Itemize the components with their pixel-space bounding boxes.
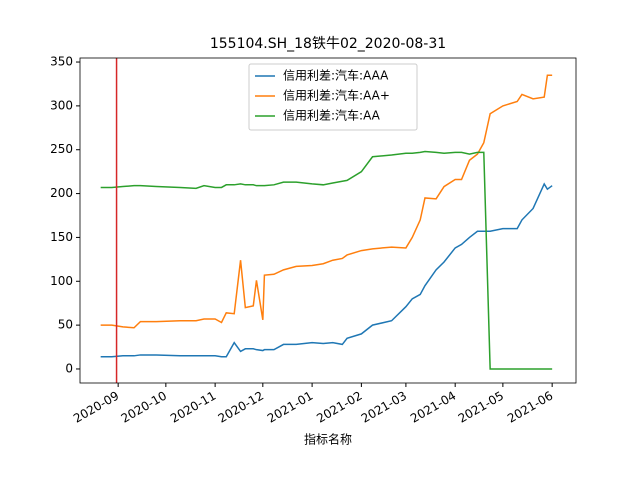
data-line — [100, 150, 553, 370]
x-axis-label: 指标名称 — [304, 432, 352, 447]
legend-label: 信用利差:汽车:AA — [283, 108, 381, 123]
y-tick-label: 200 — [50, 186, 73, 200]
plot-frame — [79, 57, 577, 384]
chart-title: 155104.SH_18铁牛02_2020-08-31 — [210, 36, 446, 52]
y-tick-label: 350 — [50, 55, 73, 69]
y-tick-label: 300 — [50, 98, 73, 112]
legend: 信用利差:汽车:AAA 信用利差:汽车:AA+ 信用利差:汽车:AA — [248, 63, 418, 131]
y-tick-label: 150 — [50, 230, 73, 244]
legend-label: 信用利差:汽车:AA+ — [283, 88, 390, 103]
y-tick-label: 250 — [50, 142, 73, 156]
data-line — [100, 182, 553, 358]
y-tick-label: 50 — [58, 318, 73, 332]
y-tick-label: 0 — [65, 361, 73, 375]
data-line — [100, 74, 553, 329]
y-tick-label: 100 — [50, 274, 73, 288]
legend-label: 信用利差:汽车:AAA — [283, 68, 389, 83]
legend-box — [248, 63, 418, 131]
